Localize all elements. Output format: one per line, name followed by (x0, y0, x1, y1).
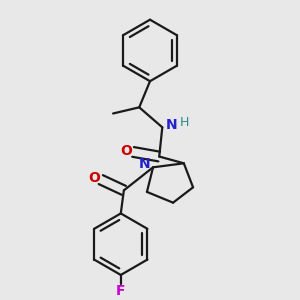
Text: N: N (166, 118, 177, 132)
Text: O: O (88, 171, 100, 185)
Text: O: O (120, 144, 132, 158)
Text: F: F (116, 284, 125, 298)
Text: H: H (180, 116, 189, 129)
Text: N: N (139, 157, 150, 171)
